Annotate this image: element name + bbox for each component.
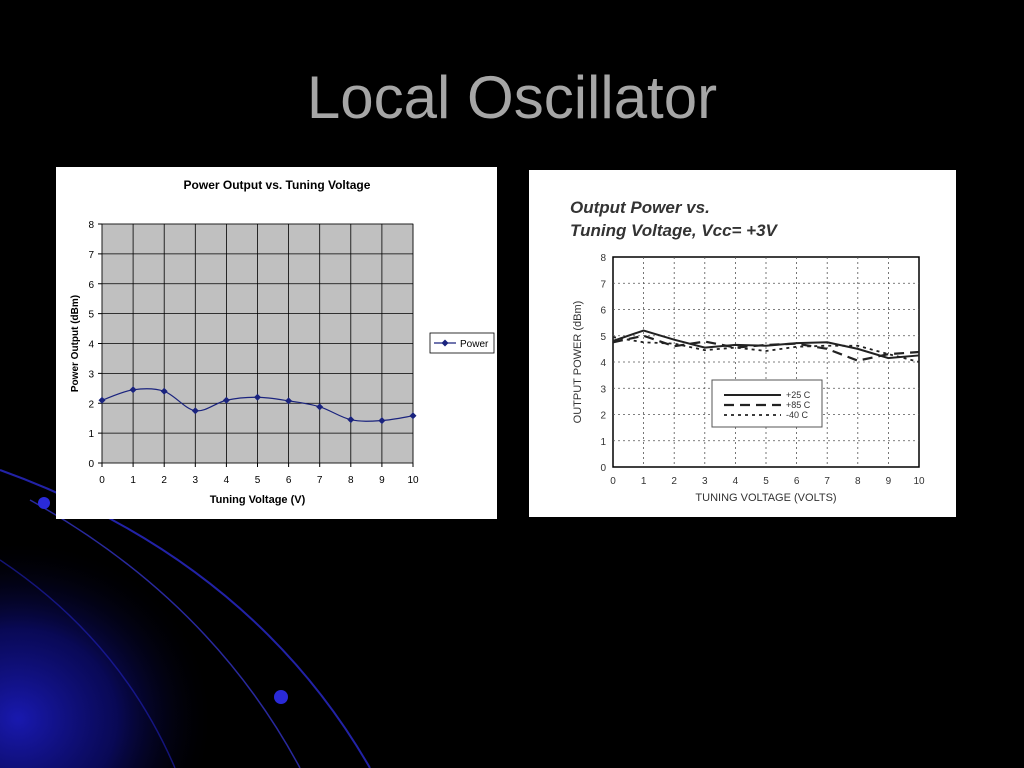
y-tick-label: 1 xyxy=(88,429,94,440)
slide-title: Local Oscillator xyxy=(306,64,718,131)
y-tick-label: 7 xyxy=(600,279,606,290)
y-tick-label: 6 xyxy=(600,306,606,317)
decor-swoosh-line-3 xyxy=(0,559,176,768)
x-tick-label: 9 xyxy=(379,475,385,486)
y-tick-label: 5 xyxy=(600,332,606,343)
x-tick-label: 5 xyxy=(763,476,769,487)
chart-panel-power-output: 0 1 2 3 4 5 6 7 8 9 10 0 1 2 3 4 5 6 7 8 Power Output vs. Tu… xyxy=(56,167,497,519)
x-tick-label: 2 xyxy=(161,475,167,486)
y-tick-label: 5 xyxy=(88,310,94,321)
series-line-3 xyxy=(612,336,920,363)
x-tick-label: 4 xyxy=(224,475,230,486)
data-point-power xyxy=(378,417,386,425)
y-axis-label: OUTPUT POWER (dBm) xyxy=(572,301,584,424)
y-tick-label: 1 xyxy=(600,437,606,448)
x-axis-label: Tuning Voltage (V) xyxy=(210,494,306,506)
x-tick-label: 7 xyxy=(317,475,323,486)
y-tick-label: 8 xyxy=(88,220,94,231)
y-tick-label: 2 xyxy=(600,411,606,422)
chart-title-line-2: Tuning Voltage, Vcc= +3V xyxy=(570,221,779,240)
data-point-power xyxy=(316,403,324,411)
x-tick-label: 10 xyxy=(407,475,419,486)
data-point-power xyxy=(98,396,106,404)
decor-dot-2 xyxy=(274,690,288,704)
y-tick-label: 4 xyxy=(600,358,606,369)
x-tick-label: 3 xyxy=(702,476,708,487)
x-tick-label: 1 xyxy=(641,476,647,487)
data-point-power xyxy=(285,397,293,405)
y-tick-label: 3 xyxy=(88,369,94,380)
x-tick-label: 10 xyxy=(913,476,925,487)
chart-panel-datasheet: 0 1 2 3 4 5 6 7 8 9 10 0 1 2 3 4 5 6 7 8 Output Power vs. Tun… xyxy=(529,170,956,517)
y-tick-label: 0 xyxy=(88,459,94,470)
data-point-power xyxy=(191,407,199,415)
x-tick-label: 5 xyxy=(255,475,261,486)
y-tick-label: 7 xyxy=(88,250,94,261)
decor-swoosh-fill xyxy=(0,440,360,768)
x-tick-label: 8 xyxy=(348,475,354,486)
data-point-power xyxy=(160,387,168,395)
x-tick-label: 6 xyxy=(286,475,292,486)
legend-box xyxy=(711,379,823,428)
x-tick-label: 9 xyxy=(886,476,892,487)
y-tick-label: 3 xyxy=(600,384,606,395)
y-tick-label: 0 xyxy=(600,463,606,474)
legend-box xyxy=(429,332,495,354)
decor-dot-1 xyxy=(38,497,50,509)
data-point-power xyxy=(347,416,355,424)
legend-label-power: Power xyxy=(460,339,489,350)
x-tick-label: 6 xyxy=(794,476,800,487)
chart-power-output-vs-tuning-voltage: 0 1 2 3 4 5 6 7 8 9 10 0 1 2 3 4 5 6 7 8 Power Output vs. Tu… xyxy=(70,178,495,506)
x-tick-label: 4 xyxy=(733,476,739,487)
legend-marker-power xyxy=(441,339,449,347)
x-tick-label: 3 xyxy=(193,475,199,486)
x-tick-label: 0 xyxy=(610,476,616,487)
series-line-1 xyxy=(612,329,920,360)
x-tick-label: 2 xyxy=(671,476,677,487)
data-point-power xyxy=(409,412,417,420)
chart-title-line-1: Output Power vs. xyxy=(570,198,710,217)
data-point-power xyxy=(222,396,230,404)
y-tick-label: 6 xyxy=(88,280,94,291)
data-point-power xyxy=(129,386,137,394)
legend-label-1: +25 C xyxy=(786,390,811,400)
y-tick-label: 8 xyxy=(600,253,606,264)
y-tick-label: 2 xyxy=(88,399,94,410)
decor-swoosh-line-2 xyxy=(29,499,301,768)
y-tick-label: 4 xyxy=(88,340,94,351)
legend-label-2: +85 C xyxy=(786,400,811,410)
data-point-power xyxy=(254,393,261,401)
x-tick-label: 0 xyxy=(99,475,105,486)
x-axis-label: TUNING VOLTAGE (VOLTS) xyxy=(695,492,836,504)
chart-datasheet-output-power: 0 1 2 3 4 5 6 7 8 9 10 0 1 2 3 4 5 6 7 8 Output Power vs. Tun… xyxy=(570,198,925,504)
x-tick-label: 1 xyxy=(130,475,136,486)
x-tick-label: 8 xyxy=(855,476,861,487)
x-tick-label: 7 xyxy=(824,476,830,487)
y-axis-label: Power Output (dBm) xyxy=(70,295,81,392)
chart-title: Power Output vs. Tuning Voltage xyxy=(184,178,371,192)
legend-label-3: -40 C xyxy=(786,410,809,420)
